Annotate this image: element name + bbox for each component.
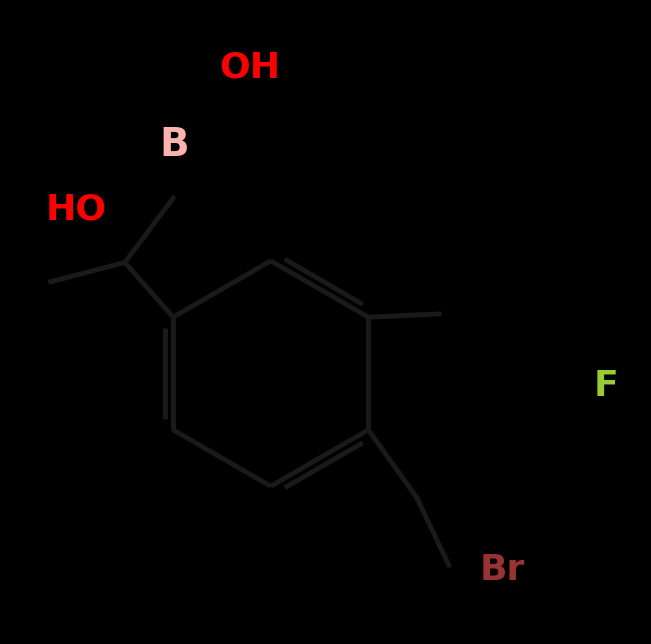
Text: HO: HO: [46, 193, 107, 226]
Text: Br: Br: [480, 553, 525, 587]
Text: OH: OH: [219, 51, 281, 84]
Text: F: F: [593, 370, 618, 403]
Text: B: B: [159, 126, 189, 164]
